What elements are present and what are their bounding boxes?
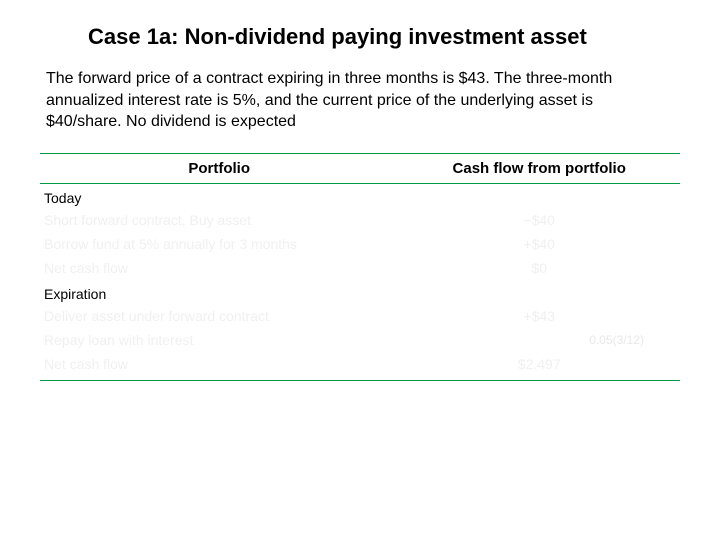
slide-title: Case 1a: Non-dividend paying investment …	[88, 24, 680, 50]
cashflow-cell: $2.497	[398, 352, 680, 381]
portfolio-cell: Repay loan with interest	[40, 328, 398, 352]
portfolio-cell: Borrow fund at 5% annually for 3 months	[40, 232, 398, 256]
expiration-label: Expiration	[40, 280, 398, 304]
table-row: Net cash flow $2.497	[40, 352, 680, 381]
cashflow-cell: $0	[398, 256, 680, 280]
portfolio-cell: Net cash flow	[40, 352, 398, 381]
body-paragraph: The forward price of a contract expiring…	[46, 68, 672, 133]
cashflow-cell: +$40	[398, 232, 680, 256]
empty-cell	[398, 280, 680, 304]
table-row: Short forward contract, Buy asset −$40	[40, 208, 680, 232]
cashflow-cell: 0.05(3/12)	[398, 328, 680, 352]
today-label: Today	[40, 183, 398, 208]
col-cashflow-header: Cash flow from portfolio	[398, 153, 680, 183]
cashflow-cell: −$40	[398, 208, 680, 232]
cashflow-table: Portfolio Cash flow from portfolio Today…	[40, 153, 680, 381]
table-row: Borrow fund at 5% annually for 3 months …	[40, 232, 680, 256]
table-row: Repay loan with interest 0.05(3/12)	[40, 328, 680, 352]
expiration-label-row: Expiration	[40, 280, 680, 304]
table-row: Net cash flow $0	[40, 256, 680, 280]
table-row: Deliver asset under forward contract +$4…	[40, 304, 680, 328]
table-header-row: Portfolio Cash flow from portfolio	[40, 153, 680, 183]
today-label-row: Today	[40, 183, 680, 208]
cashflow-cell: +$43	[398, 304, 680, 328]
portfolio-cell: Short forward contract, Buy asset	[40, 208, 398, 232]
slide: Case 1a: Non-dividend paying investment …	[0, 0, 720, 540]
portfolio-cell: Deliver asset under forward contract	[40, 304, 398, 328]
portfolio-cell: Net cash flow	[40, 256, 398, 280]
col-portfolio-header: Portfolio	[40, 153, 398, 183]
empty-cell	[398, 183, 680, 208]
